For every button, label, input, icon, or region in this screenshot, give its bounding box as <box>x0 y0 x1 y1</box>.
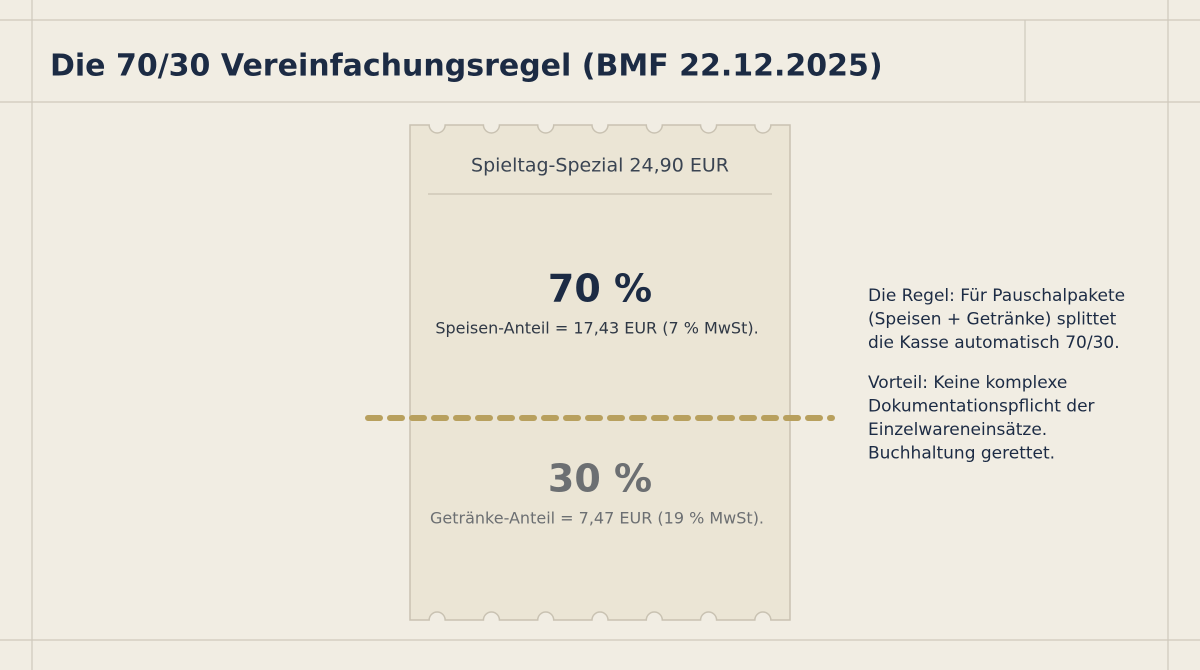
note-line: Dokumentationspflicht der <box>868 397 1095 417</box>
note-line: Buchhaltung gerettet. <box>868 444 1055 464</box>
lower-detail: Getränke-Anteil = 7,47 EUR (19 % MwSt). <box>430 509 764 528</box>
note-line: Die Regel: Für Pauschalpakete <box>868 286 1125 306</box>
note-line: Vorteil: Keine komplexe <box>868 373 1067 393</box>
upper-percent: 70 % <box>548 267 652 311</box>
receipt <box>409 124 791 621</box>
receipt-title: Spieltag-Spezial 24,90 EUR <box>471 155 729 177</box>
upper-detail: Speisen-Anteil = 17,43 EUR (7 % MwSt). <box>435 319 758 338</box>
note-line: (Speisen + Getränke) splittet <box>868 310 1117 330</box>
note-line: die Kasse automatisch 70/30. <box>868 333 1120 353</box>
notes: Die Regel: Für Pauschalpakete (Speisen + … <box>868 286 1125 464</box>
title: Die 70/30 Vereinfachungsregel (BMF 22.12… <box>50 49 883 84</box>
note-line: Einzelwareneinsätze. <box>868 420 1047 440</box>
lower-percent: 30 % <box>548 457 652 501</box>
